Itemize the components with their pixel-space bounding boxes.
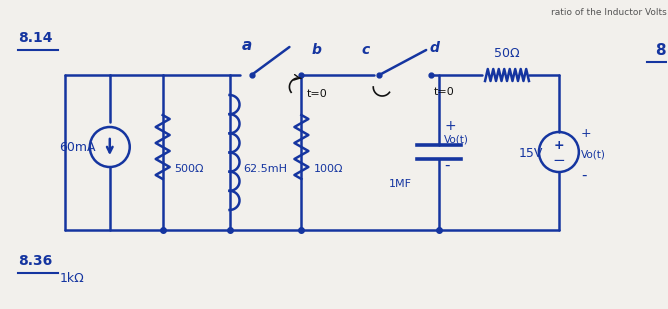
- Text: 8: 8: [655, 43, 665, 58]
- Text: 62.5mH: 62.5mH: [244, 164, 287, 174]
- Text: 60mA: 60mA: [59, 141, 96, 154]
- Text: 1MF: 1MF: [389, 179, 412, 189]
- Text: −: −: [552, 153, 565, 167]
- Text: +: +: [581, 127, 591, 140]
- Text: a: a: [241, 38, 252, 53]
- Text: 100Ω: 100Ω: [313, 164, 343, 174]
- Text: b: b: [311, 43, 321, 57]
- Text: 8.36: 8.36: [18, 254, 52, 268]
- Text: Vo(t): Vo(t): [581, 149, 606, 159]
- Text: +: +: [554, 138, 564, 151]
- Text: 8.14: 8.14: [18, 31, 53, 45]
- Text: t=0: t=0: [307, 89, 327, 99]
- Text: +: +: [444, 119, 456, 133]
- Text: -: -: [581, 168, 587, 183]
- Text: t=0: t=0: [434, 87, 455, 97]
- Text: Vo(t): Vo(t): [444, 134, 469, 144]
- Text: ratio of the Inductor Volts: ratio of the Inductor Volts: [551, 8, 667, 17]
- Text: 15V: 15V: [519, 147, 543, 160]
- Text: 1kΩ: 1kΩ: [60, 272, 85, 285]
- Text: c: c: [361, 43, 369, 57]
- Text: 50Ω: 50Ω: [494, 47, 520, 60]
- Text: -: -: [444, 158, 450, 173]
- Text: 500Ω: 500Ω: [174, 164, 204, 174]
- Text: d: d: [429, 41, 439, 55]
